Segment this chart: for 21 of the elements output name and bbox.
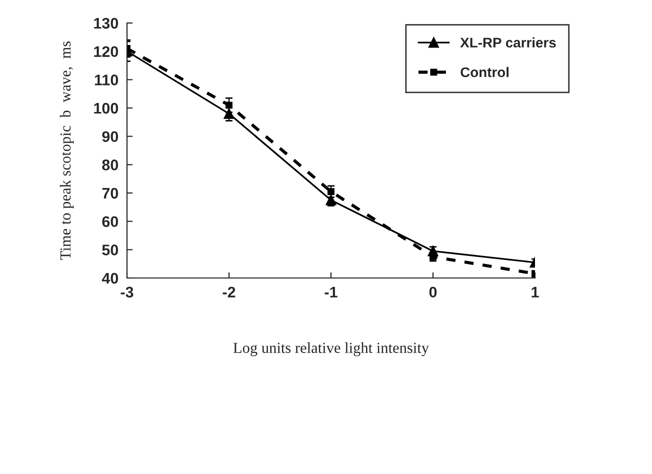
y-tick-label: 60	[102, 216, 118, 228]
y-tick-label: 130	[94, 18, 118, 29]
x-tick-label: 1	[532, 286, 539, 298]
y-tick-label: 90	[102, 131, 118, 142]
legend-label: Control	[460, 66, 508, 78]
point	[328, 188, 334, 196]
x-tick-label: -2	[222, 286, 236, 298]
x-axis-title: Log units relative light intensity	[233, 342, 429, 356]
y-tick-label: 120	[94, 46, 118, 58]
y-tick-label: 40	[102, 272, 118, 284]
y-tick-label: 110	[94, 74, 118, 86]
legend-label: XL-RP carriers	[460, 37, 556, 48]
y-tick-label: 70	[102, 188, 118, 199]
x-tick-label: -1	[324, 286, 338, 298]
x-tick-label: -3	[120, 286, 134, 298]
point	[226, 102, 232, 109]
y-tick-label: 80	[102, 160, 118, 170]
y-axis-title: Time to peak scotopic b wave, ms	[60, 41, 74, 260]
y-tick-label: 50	[102, 244, 118, 256]
y-tick-label: 100	[94, 102, 118, 114]
x-tick-label: 0	[429, 286, 437, 298]
